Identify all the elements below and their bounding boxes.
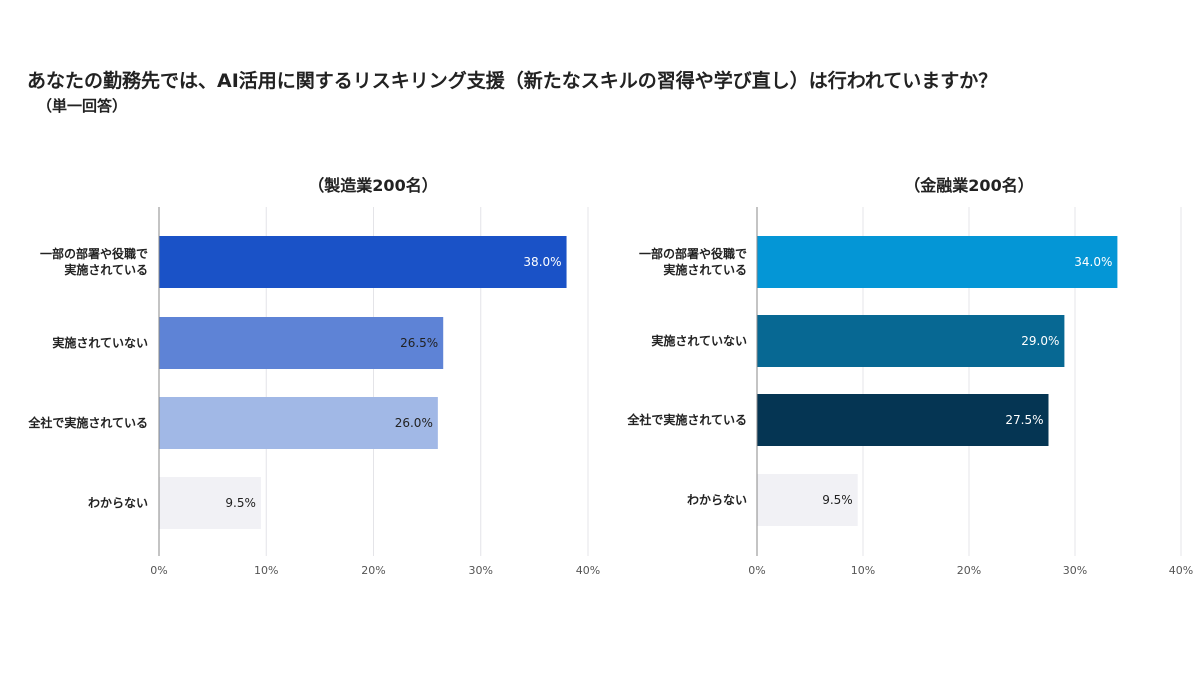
data-label-finance-1: 29.0% [1021, 334, 1059, 348]
x-tick-label-finance-3: 30% [1063, 564, 1087, 577]
bar-finance-0 [757, 236, 1117, 288]
data-label-finance-2: 27.5% [1005, 413, 1043, 427]
category-label-finance-1: 実施されていない [651, 333, 747, 348]
x-tick-label-finance-1: 10% [851, 564, 875, 577]
data-label-finance-3: 9.5% [822, 493, 853, 507]
category-label-finance-3: わからない [687, 493, 747, 507]
x-tick-label-finance-0: 0% [748, 564, 765, 577]
category-label-finance-0-line-0: 一部の部署や役職で [639, 246, 747, 261]
bar-finance-1 [757, 315, 1064, 367]
x-tick-label-finance-4: 40% [1169, 564, 1193, 577]
x-tick-label-finance-2: 20% [957, 564, 981, 577]
category-label-finance-2: 全社で実施されている [626, 412, 747, 427]
data-label-finance-0: 34.0% [1074, 255, 1112, 269]
category-label-finance-0-line-1: 実施されている [663, 262, 747, 277]
